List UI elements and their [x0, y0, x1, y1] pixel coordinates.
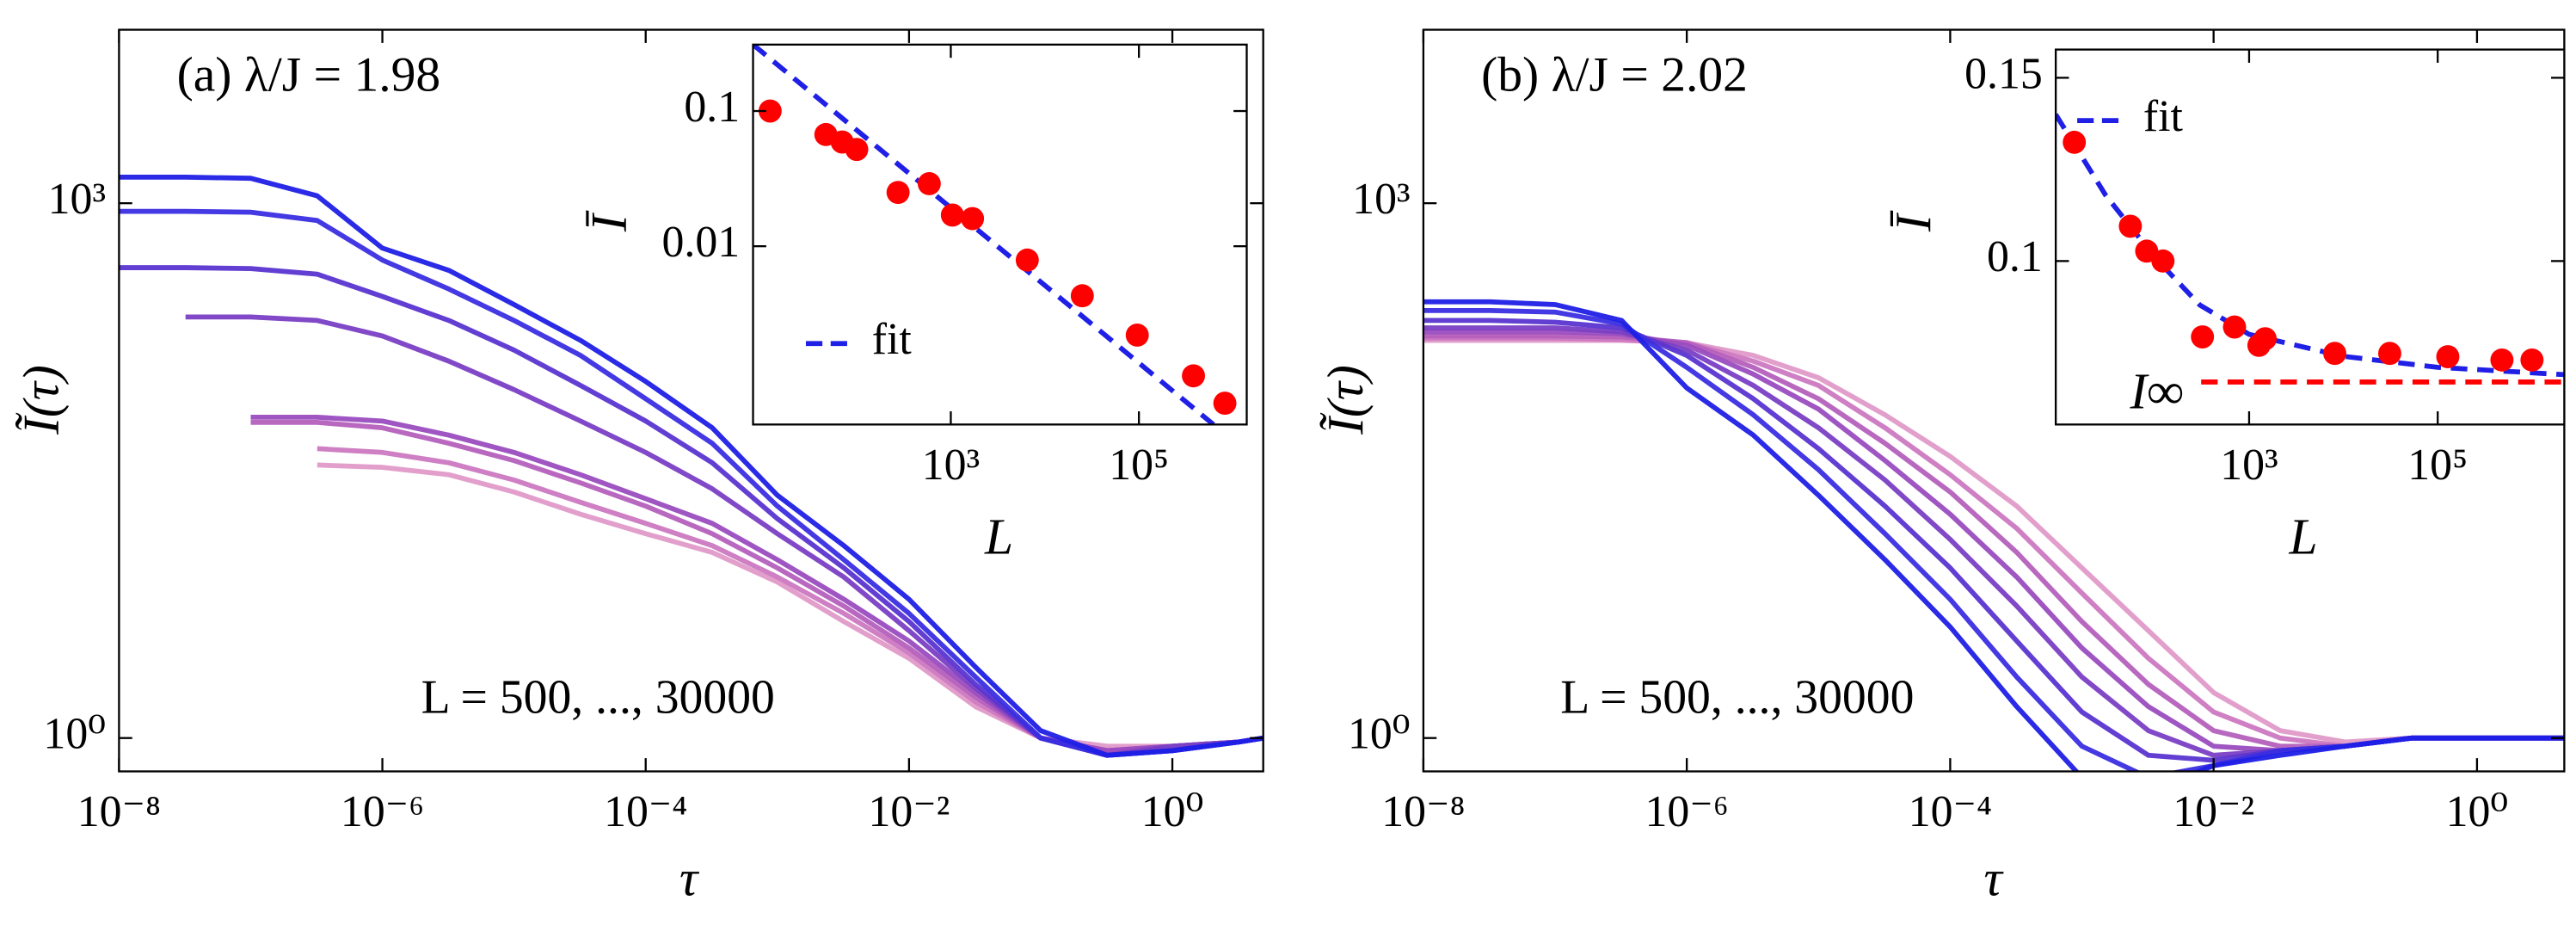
plot-frame	[118, 28, 1264, 773]
legend-label: fit	[872, 315, 913, 364]
data-point	[2151, 249, 2175, 273]
data-point	[758, 99, 782, 123]
data-point	[2490, 348, 2514, 372]
data-point	[2118, 214, 2143, 238]
x-tick-label: 10⁰	[1141, 787, 1204, 836]
plot-frame	[752, 43, 1248, 426]
x-tick-label: 10³	[922, 441, 980, 490]
data-point	[2253, 327, 2278, 351]
inset-panel: fit 10³ 10⁵ 0.1 0.01 L Ī	[581, 43, 1248, 564]
x-tick-label: 10⁵	[1109, 441, 1169, 490]
y-tick-label: 0.01	[661, 218, 740, 267]
y-axis-label: Ī	[581, 210, 637, 232]
data-point	[886, 181, 910, 205]
fit-line	[753, 44, 1215, 425]
data-point	[2323, 342, 2346, 366]
y-axis-label: Ĩ(τ)	[1317, 365, 1374, 435]
x-tick-label: 10⁵	[2407, 441, 2468, 490]
x-tick-label: 10⁰	[2446, 787, 2509, 836]
panel-title: (b) λ/J = 2.02	[1481, 47, 1748, 102]
data-point	[1125, 324, 1149, 347]
x-tick-label: 10⁻⁶	[341, 787, 424, 836]
x-tick-label: 10⁻⁸	[1381, 787, 1465, 836]
data-point	[845, 138, 869, 162]
y-tick-label: 10⁰	[1348, 710, 1411, 759]
x-tick-label: 10⁻⁴	[1909, 787, 1992, 836]
y-tick-label: 10³	[1352, 175, 1410, 224]
data-point	[2378, 342, 2401, 366]
x-tick-label: 10³	[2220, 441, 2278, 490]
y-tick-label: 0.1	[684, 83, 740, 132]
x-tick-label: 10⁻⁸	[77, 787, 161, 836]
plot-background	[753, 44, 1247, 425]
data-point	[2436, 345, 2460, 368]
asymptote-label: I∞	[2130, 362, 2184, 419]
x-tick-label: 10⁻⁶	[1645, 787, 1729, 836]
fit-line	[2056, 113, 2565, 378]
curve	[250, 415, 1263, 754]
x-axis-label: τ	[679, 850, 700, 907]
panel-title: (a) λ/J = 1.98	[177, 47, 441, 102]
x-axis-label: L	[984, 508, 1013, 564]
x-tick-label: 10⁻²	[869, 787, 950, 836]
data-point	[1213, 392, 1237, 416]
y-tick-label: 0.1	[1987, 232, 2043, 281]
data-point	[1015, 248, 1039, 272]
x-axis-label: τ	[1984, 850, 2005, 907]
y-tick-label: 0.15	[1964, 49, 2043, 98]
x-axis-label: L	[2289, 508, 2318, 564]
data-point	[1070, 284, 1094, 308]
annotation: L = 500, ..., 30000	[421, 671, 775, 725]
legend-label: fit	[2143, 92, 2184, 141]
data-point	[961, 207, 985, 231]
y-tick-label: 10³	[48, 175, 106, 224]
plot-area	[2056, 113, 2565, 385]
x-tick-label: 10⁻²	[2173, 787, 2254, 836]
data-point	[2222, 315, 2247, 339]
plot-area	[753, 44, 1237, 425]
x-tick-label: 10⁻⁴	[604, 787, 687, 836]
plot-area	[119, 175, 1263, 758]
y-axis-label: Ī	[1884, 210, 1941, 232]
inset-panel: I∞ fit 10³ 10⁵ 0.15 0.1 L Ī	[1884, 48, 2566, 564]
y-tick-label: 10⁰	[43, 710, 106, 759]
plot-area	[1423, 299, 2565, 772]
data-point	[1182, 364, 1206, 388]
data-point	[2063, 130, 2087, 154]
data-point	[917, 172, 941, 195]
data-point	[2191, 325, 2215, 348]
y-axis-label: Ĩ(τ)	[13, 365, 70, 435]
plot-frame	[2054, 48, 2566, 426]
data-point	[940, 203, 964, 227]
plot-background	[2056, 49, 2565, 425]
annotation: L = 500, ..., 30000	[1560, 671, 1914, 725]
data-point	[2520, 348, 2544, 372]
curve	[1423, 299, 2565, 772]
curve	[119, 175, 1263, 758]
